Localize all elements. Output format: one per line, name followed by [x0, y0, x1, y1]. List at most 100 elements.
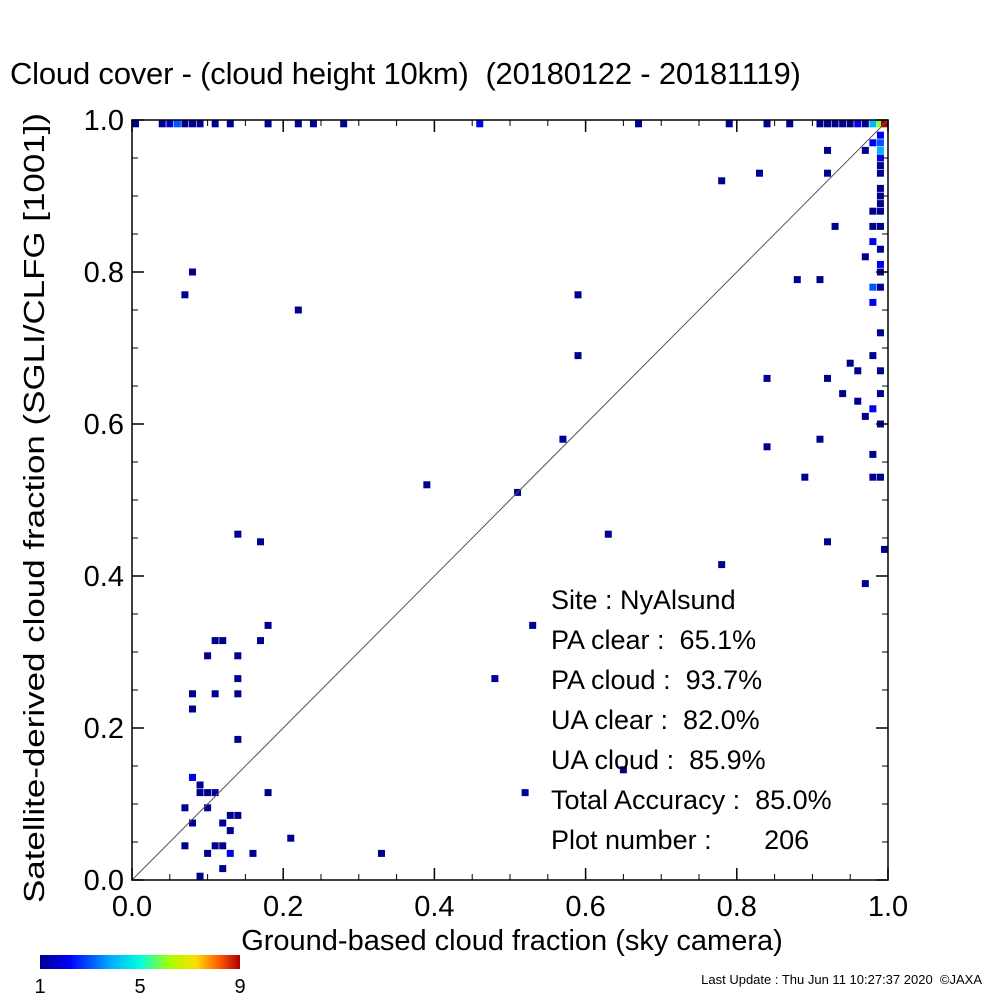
data-point — [831, 120, 839, 128]
data-point — [876, 169, 884, 177]
data-point — [869, 222, 877, 230]
colorbar-tick-label: 5 — [134, 976, 145, 998]
data-point — [876, 283, 884, 291]
data-point — [257, 637, 265, 645]
data-point — [763, 443, 771, 451]
data-point — [559, 435, 567, 443]
data-point — [158, 120, 166, 128]
data-point — [619, 766, 627, 774]
data-point — [204, 652, 212, 660]
data-point — [604, 530, 612, 538]
data-point — [219, 637, 227, 645]
x-tick-label: 0.0 — [112, 891, 152, 923]
x-tick-label: 1.0 — [868, 891, 908, 923]
stats-line: UA clear : 82.0% — [551, 705, 760, 735]
data-point — [264, 789, 272, 797]
data-point — [181, 842, 189, 850]
data-point — [801, 473, 809, 481]
data-point — [423, 481, 431, 489]
data-point — [234, 675, 242, 683]
data-point — [476, 120, 484, 128]
data-point — [861, 120, 869, 128]
data-point — [188, 705, 196, 713]
data-point — [635, 120, 643, 128]
data-point — [211, 789, 219, 797]
data-point — [196, 120, 204, 128]
data-point — [831, 222, 839, 230]
stats-line: UA cloud : 85.9% — [551, 745, 766, 775]
data-point — [824, 538, 832, 546]
data-point — [132, 120, 139, 128]
data-point — [219, 819, 227, 827]
data-point — [181, 804, 189, 812]
stats-box: Site : NyAlsund PA clear : 65.1% PA cloud … — [551, 585, 832, 855]
data-point — [234, 530, 242, 538]
data-point — [876, 260, 884, 268]
data-point — [211, 120, 219, 128]
data-point — [824, 374, 832, 382]
data-point — [881, 545, 888, 553]
data-point — [869, 139, 877, 147]
stats-line: Plot number : 206 — [551, 825, 809, 855]
data-point — [188, 268, 196, 276]
data-point — [876, 184, 884, 192]
data-point — [204, 849, 212, 857]
data-point — [574, 291, 582, 299]
data-point — [188, 773, 196, 781]
data-point — [876, 154, 884, 162]
stats-line: Site : NyAlsund — [551, 585, 736, 615]
data-point — [869, 283, 877, 291]
data-point — [869, 352, 877, 360]
x-axis-label: Ground-based cloud fraction (sky camera) — [241, 925, 783, 957]
stats-line: Total Accuracy : 85.0% — [551, 785, 832, 815]
data-point — [876, 139, 884, 147]
data-point — [869, 298, 877, 306]
x-tick-label: 0.4 — [414, 891, 454, 923]
data-point — [876, 245, 884, 253]
data-point — [876, 200, 884, 208]
data-point — [294, 306, 302, 314]
data-point — [219, 865, 227, 873]
data-point — [869, 120, 877, 128]
data-point — [876, 146, 884, 154]
data-point — [226, 811, 234, 819]
data-point — [816, 276, 824, 284]
y-tick-label: 0.2 — [84, 713, 124, 745]
data-point — [816, 435, 824, 443]
data-point — [854, 367, 862, 375]
stats-line: PA clear : 65.1% — [551, 625, 756, 655]
data-point — [854, 120, 862, 128]
data-point — [211, 637, 219, 645]
colorbar — [40, 955, 240, 969]
data-point — [264, 120, 272, 128]
data-point — [340, 120, 348, 128]
data-point — [824, 146, 832, 154]
data-point — [287, 834, 295, 842]
data-point — [869, 473, 877, 481]
y-tick-label: 1.0 — [84, 105, 124, 137]
data-point — [173, 120, 181, 128]
x-tick-label: 0.2 — [263, 891, 303, 923]
data-point — [876, 222, 884, 230]
data-point — [816, 120, 824, 128]
x-tick-label: 0.6 — [565, 891, 605, 923]
data-point — [839, 390, 847, 398]
data-point — [196, 789, 204, 797]
data-point — [876, 207, 884, 215]
chart-title: Cloud cover - (cloud height 10km) (20180… — [10, 56, 801, 91]
data-point — [181, 120, 189, 128]
data-point — [226, 120, 234, 128]
data-point — [718, 561, 726, 569]
data-point — [204, 789, 212, 797]
data-point — [377, 849, 385, 857]
colorbar-tick-label: 9 — [234, 976, 245, 998]
data-point — [491, 675, 499, 683]
y-tick-label: 0.8 — [84, 257, 124, 289]
data-point — [861, 146, 869, 154]
data-point — [188, 819, 196, 827]
one-to-one-line — [131, 119, 889, 881]
data-point — [718, 177, 726, 185]
data-points — [132, 120, 888, 880]
data-point — [529, 621, 537, 629]
